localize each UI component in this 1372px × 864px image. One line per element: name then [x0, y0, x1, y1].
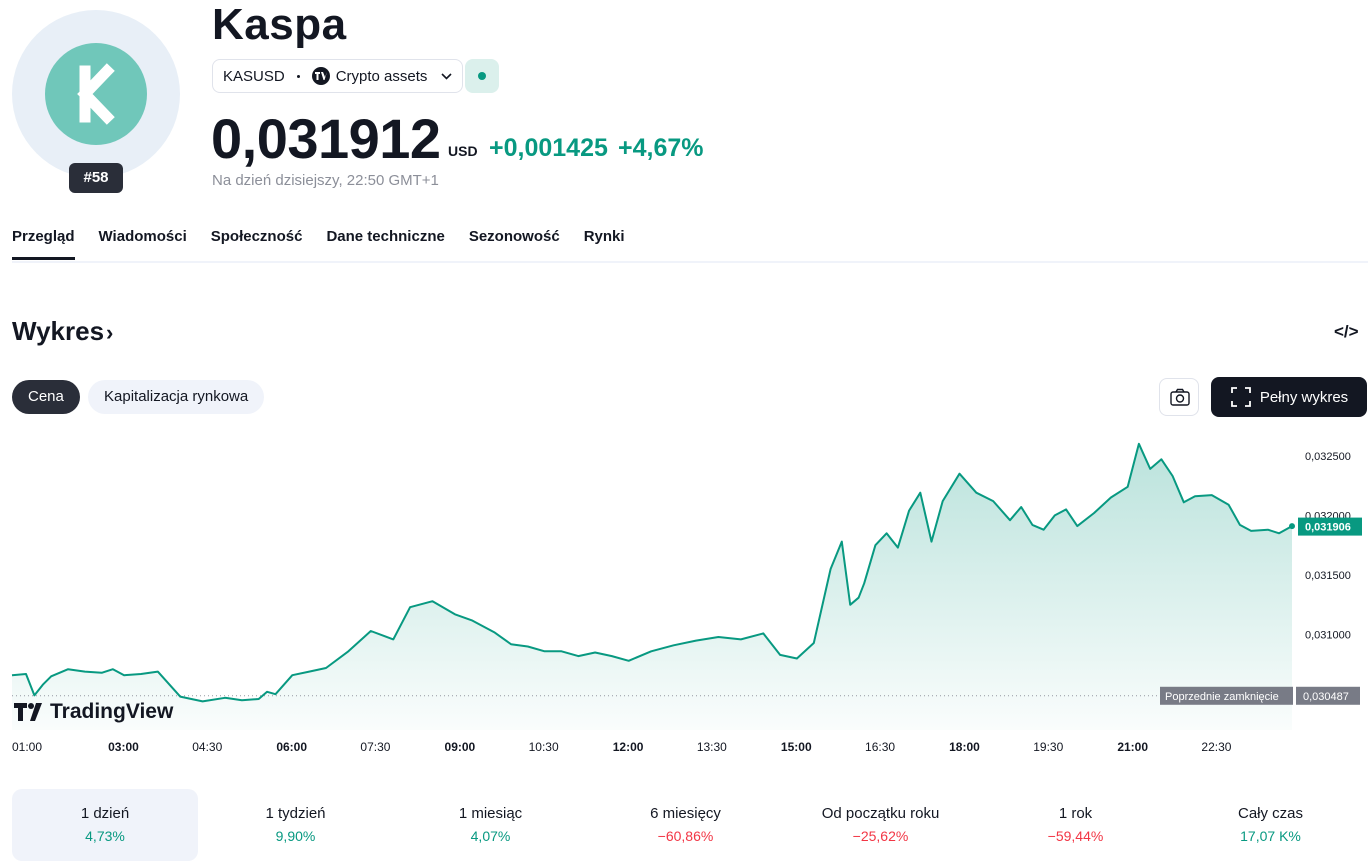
chevron-right-icon: ›: [106, 320, 114, 345]
tradingview-wordmark: TradingView: [50, 700, 174, 723]
symbol-label: KASUSD: [223, 67, 285, 85]
x-tick-label: 13:30: [697, 740, 727, 754]
period-value: −60,86%: [657, 828, 714, 844]
tab-spolecznosc[interactable]: Społeczność: [210, 228, 303, 245]
fullscreen-icon: [1230, 387, 1251, 407]
tab-przeglad[interactable]: Przegląd: [12, 228, 75, 260]
x-tick-label: 09:00: [445, 740, 476, 754]
period-label: Od początku roku: [821, 805, 940, 822]
page-tabs: Przegląd Wiadomości Społeczność Dane tec…: [12, 228, 625, 260]
market-status-indicator[interactable]: [465, 59, 499, 93]
current-price: 0,031912: [211, 107, 441, 170]
previous-close-badge: [1160, 686, 1293, 705]
previous-close-value-badge: [1296, 686, 1360, 705]
snapshot-button[interactable]: [1159, 378, 1199, 416]
kaspa-logo-icon: [45, 43, 147, 145]
period-1-month[interactable]: 1 miesiąc 4,07%: [393, 789, 588, 861]
price-currency: USD: [448, 143, 478, 159]
x-tick-label: 15:00: [781, 740, 812, 754]
period-6-months[interactable]: 6 miesięcy −60,86%: [588, 789, 783, 861]
chart-section-link[interactable]: Wykres›: [12, 316, 113, 347]
previous-close-value: 0,030487: [1303, 691, 1349, 703]
period-1-year[interactable]: 1 rok −59,44%: [978, 789, 1173, 861]
current-value-badge: [1298, 517, 1362, 536]
x-tick-label: 07:30: [360, 740, 390, 754]
rank-badge: #58: [69, 163, 123, 193]
x-tick-label: 16:30: [865, 740, 895, 754]
code-icon[interactable]: </>: [1334, 322, 1359, 341]
price-line: [11, 442, 1293, 703]
y-tick-label: 0,032500: [1305, 451, 1351, 463]
period-all-time[interactable]: Cały czas 17,07 K%: [1173, 789, 1368, 861]
period-label: 1 miesiąc: [458, 805, 523, 822]
x-tick-label: 12:00: [613, 740, 644, 754]
page-title: Kaspa: [212, 0, 347, 49]
tab-dane-techniczne[interactable]: Dane techniczne: [326, 228, 445, 245]
period-value: 4,07%: [470, 828, 511, 844]
symbol-selector[interactable]: KASUSD Crypto assets: [212, 59, 464, 93]
period-label: Cały czas: [1237, 805, 1304, 822]
x-tick-label: 03:00: [108, 740, 139, 754]
y-tick-label: 0,031500: [1305, 570, 1351, 582]
separator-dot: [296, 74, 300, 78]
x-tick-label: 22:30: [1201, 740, 1231, 754]
tab-sezonowosc[interactable]: Sezonowość: [468, 228, 560, 245]
x-tick-label: 19:30: [1033, 740, 1063, 754]
current-value-label: 0,031906: [1305, 522, 1351, 534]
period-value: 17,07 K%: [1240, 828, 1301, 844]
period-label: 1 dzień: [80, 805, 130, 822]
period-value: 4,73%: [85, 828, 125, 844]
price-change-percent: +4,67%: [618, 134, 704, 162]
x-tick-label: 04:30: [192, 740, 222, 754]
tradingview-icon: [311, 67, 330, 85]
x-tick-label: 18:00: [949, 740, 980, 754]
tab-wiadomosci[interactable]: Wiadomości: [98, 228, 187, 245]
price-chart[interactable]: 0,0325000,0320000,0315000,0310000,031906…: [0, 420, 1372, 765]
last-price-point: [1289, 523, 1295, 530]
previous-close-label: Poprzednie zamknięcie: [1165, 691, 1279, 703]
period-1-week[interactable]: 1 tydzień 9,90%: [198, 789, 393, 861]
period-label: 6 miesięcy: [650, 805, 721, 822]
y-tick-label: 0,031000: [1305, 630, 1351, 642]
performance-periods: 1 dzień 4,73% 1 tydzień 9,90% 1 miesiąc …: [12, 789, 1368, 861]
tradingview-logo-icon: [14, 703, 42, 721]
period-value: 9,90%: [275, 828, 316, 844]
exchange-label: Crypto assets: [335, 67, 428, 85]
chevron-down-icon: [441, 69, 452, 83]
period-label: 1 tydzień: [265, 805, 326, 822]
period-label: 1 rok: [1058, 805, 1093, 822]
x-tick-label: 06:00: [276, 740, 307, 754]
x-tick-label: 10:30: [529, 740, 559, 754]
price-timestamp: Na dzień dzisiejszy, 22:50 GMT+1: [212, 172, 439, 189]
period-value: −25,62%: [852, 828, 909, 844]
tab-rynki[interactable]: Rynki: [583, 228, 625, 245]
chart-section-title: Wykres: [12, 316, 105, 346]
x-tick-label: 01:00: [12, 740, 42, 754]
price-area-fill: [12, 443, 1292, 730]
tabs-divider: [12, 261, 1368, 263]
tradingview-logo: TradingView: [14, 700, 173, 724]
full-chart-button[interactable]: Pełny wykres: [1211, 377, 1367, 417]
period-1-day[interactable]: 1 dzień 4,73%: [12, 789, 198, 861]
period-ytd[interactable]: Od początku roku −25,62%: [783, 789, 978, 861]
status-dot-icon: [478, 72, 486, 80]
x-tick-label: 21:00: [1117, 740, 1148, 754]
period-value: −59,44%: [1047, 828, 1104, 844]
camera-icon: [1170, 388, 1190, 406]
segment-market-cap-button[interactable]: Kapitalizacja rynkowa: [88, 380, 265, 414]
full-chart-label: Pełny wykres: [1259, 388, 1349, 406]
segment-price-button[interactable]: Cena: [12, 380, 80, 414]
coin-logo: [12, 10, 180, 178]
price-change: +0,001425: [489, 134, 608, 162]
